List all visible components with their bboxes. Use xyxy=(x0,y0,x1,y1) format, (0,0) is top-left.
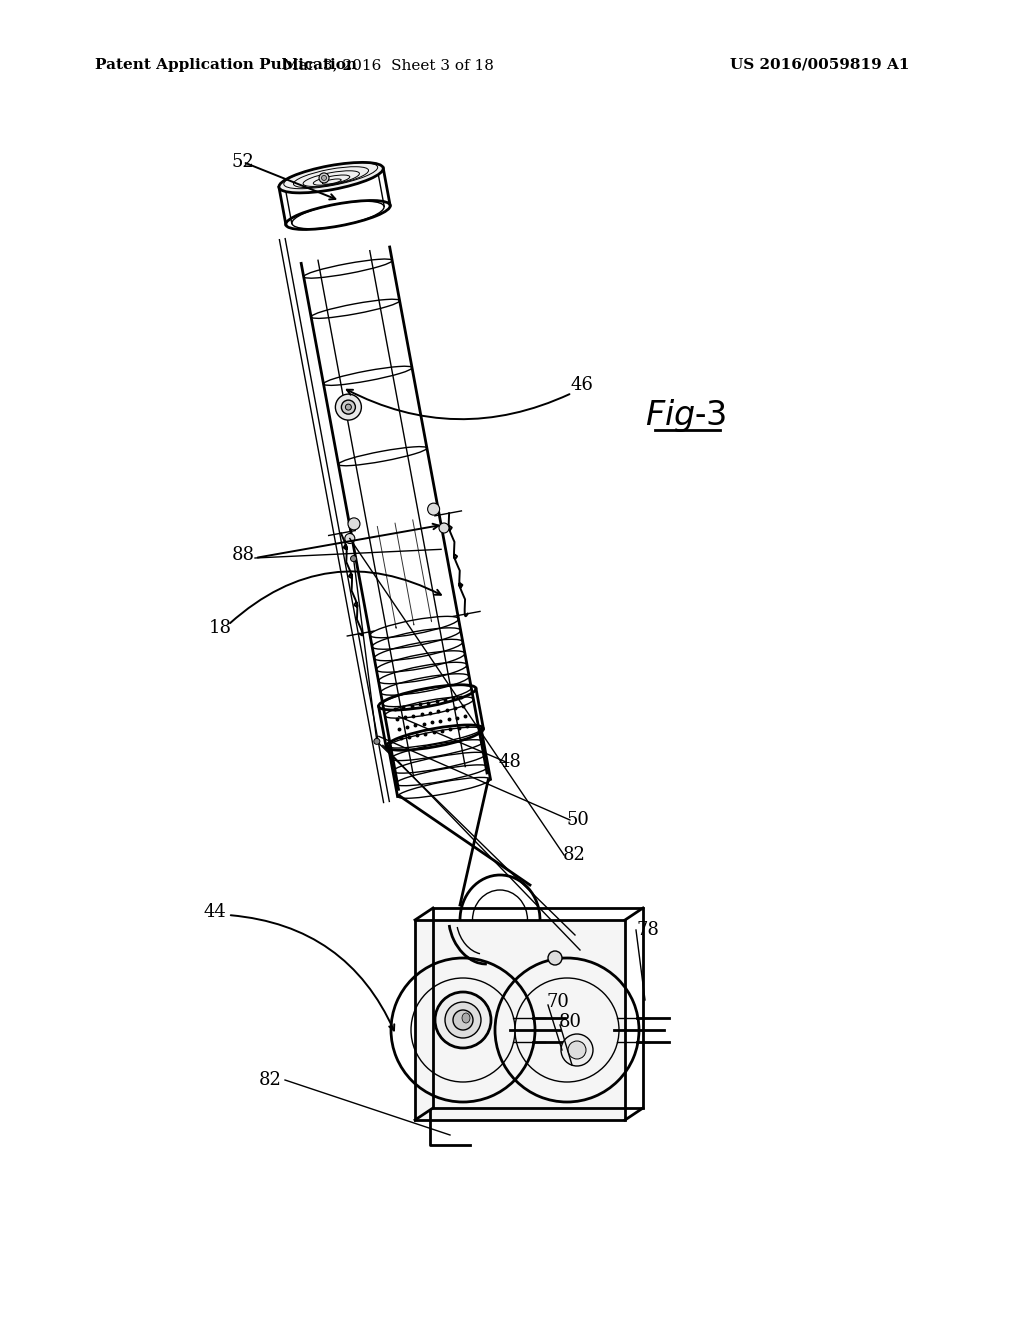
Text: Patent Application Publication: Patent Application Publication xyxy=(95,58,357,73)
Circle shape xyxy=(568,1041,586,1059)
Text: 70: 70 xyxy=(547,993,569,1011)
Text: 48: 48 xyxy=(499,752,521,771)
Circle shape xyxy=(445,1002,481,1038)
Text: 52: 52 xyxy=(231,153,254,172)
Text: 82: 82 xyxy=(259,1071,282,1089)
Circle shape xyxy=(453,1010,473,1030)
Circle shape xyxy=(345,533,355,544)
Text: 46: 46 xyxy=(570,376,594,393)
Circle shape xyxy=(348,517,360,529)
Circle shape xyxy=(428,503,439,515)
Text: 80: 80 xyxy=(558,1012,582,1031)
Circle shape xyxy=(319,173,329,183)
Text: Mar. 3, 2016  Sheet 3 of 18: Mar. 3, 2016 Sheet 3 of 18 xyxy=(283,58,494,73)
Circle shape xyxy=(350,556,356,561)
Circle shape xyxy=(341,400,355,414)
Text: US 2016/0059819 A1: US 2016/0059819 A1 xyxy=(730,58,909,73)
Text: 78: 78 xyxy=(637,921,659,939)
Circle shape xyxy=(345,404,351,411)
Polygon shape xyxy=(294,207,506,894)
Text: 50: 50 xyxy=(566,810,590,829)
Circle shape xyxy=(374,738,380,744)
Text: 82: 82 xyxy=(562,846,586,865)
Text: 44: 44 xyxy=(204,903,226,921)
Text: 88: 88 xyxy=(231,546,255,564)
Text: 18: 18 xyxy=(209,619,231,638)
Circle shape xyxy=(435,993,490,1048)
Circle shape xyxy=(561,1034,593,1067)
Circle shape xyxy=(548,950,562,965)
Text: $\mathit{Fig}$-$\mathit{3}$: $\mathit{Fig}$-$\mathit{3}$ xyxy=(645,396,727,433)
Bar xyxy=(433,908,643,1107)
Circle shape xyxy=(439,523,449,533)
Ellipse shape xyxy=(279,162,383,193)
Circle shape xyxy=(322,176,327,181)
Circle shape xyxy=(336,395,361,420)
Ellipse shape xyxy=(462,1012,470,1023)
Bar xyxy=(415,920,625,1119)
